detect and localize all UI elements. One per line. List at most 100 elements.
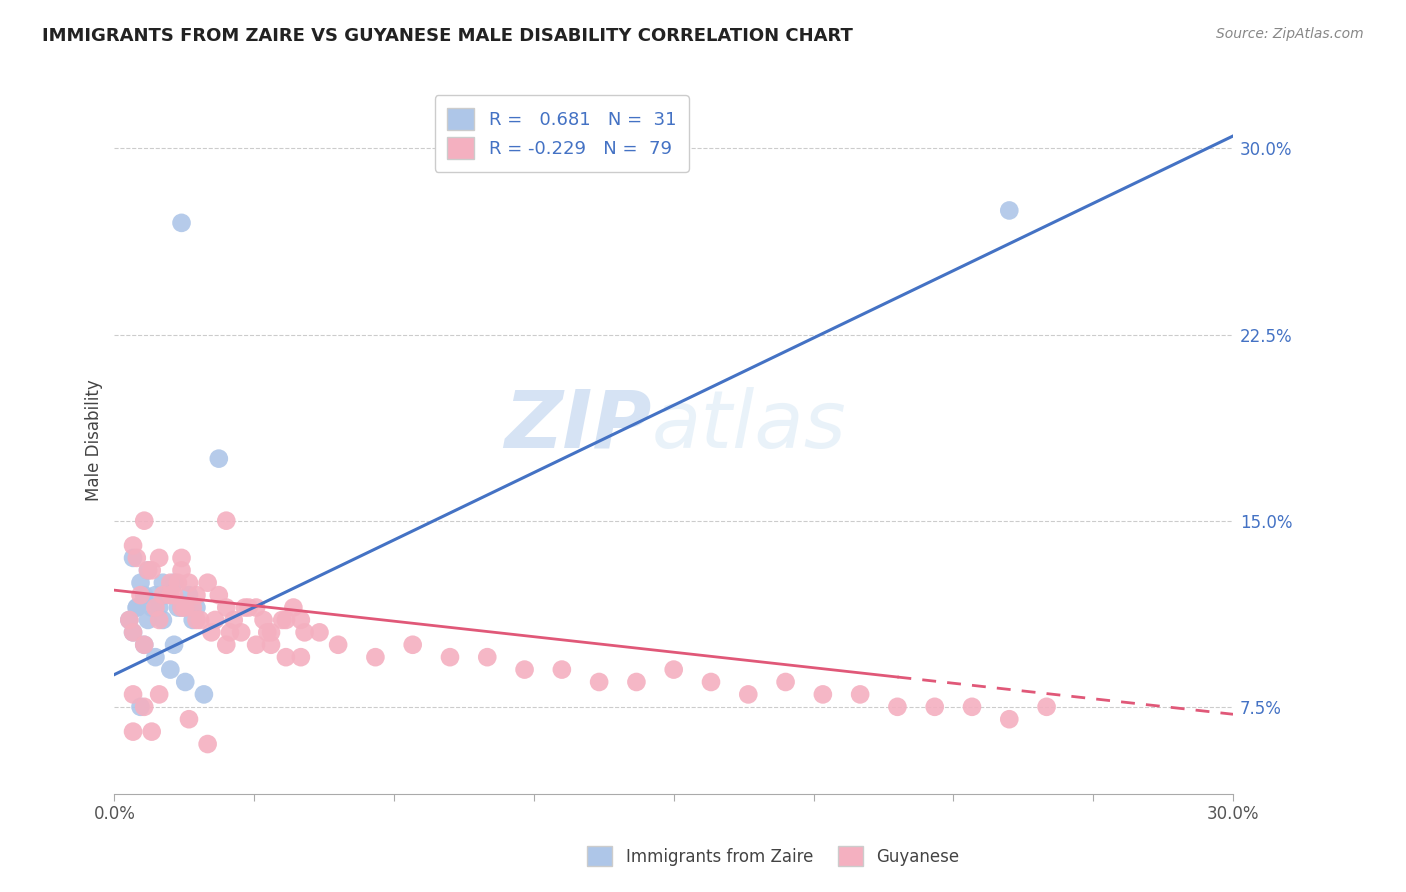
Point: [886, 699, 908, 714]
Point: [136, 563, 159, 577]
Point: [129, 575, 152, 590]
Point: [775, 675, 797, 690]
Point: [238, 600, 260, 615]
Point: [186, 613, 208, 627]
Point: [163, 638, 186, 652]
Point: [166, 575, 188, 590]
Point: [924, 699, 946, 714]
Point: [170, 600, 193, 615]
Point: [283, 600, 305, 615]
Point: [849, 687, 872, 701]
Point: [170, 563, 193, 577]
Text: atlas: atlas: [651, 387, 846, 465]
Point: [274, 650, 297, 665]
Point: [271, 613, 294, 627]
Point: [252, 613, 274, 627]
Point: [256, 625, 278, 640]
Point: [152, 613, 174, 627]
Text: Source: ZipAtlas.com: Source: ZipAtlas.com: [1216, 27, 1364, 41]
Point: [245, 600, 267, 615]
Point: [177, 712, 200, 726]
Point: [260, 625, 283, 640]
Legend: Immigrants from Zaire, Guyanese: Immigrants from Zaire, Guyanese: [579, 838, 967, 875]
Point: [181, 613, 204, 627]
Point: [159, 663, 181, 677]
Point: [136, 563, 159, 577]
Point: [439, 650, 461, 665]
Point: [145, 650, 167, 665]
Point: [177, 575, 200, 590]
Point: [148, 613, 170, 627]
Point: [166, 600, 188, 615]
Point: [129, 588, 152, 602]
Point: [998, 712, 1021, 726]
Point: [222, 613, 245, 627]
Point: [118, 613, 141, 627]
Point: [960, 699, 983, 714]
Point: [290, 650, 312, 665]
Point: [294, 625, 316, 640]
Point: [260, 638, 283, 652]
Point: [215, 514, 238, 528]
Point: [125, 600, 148, 615]
Point: [513, 663, 536, 677]
Point: [200, 625, 222, 640]
Point: [326, 638, 349, 652]
Point: [122, 539, 145, 553]
Point: [134, 699, 156, 714]
Point: [163, 575, 186, 590]
Point: [159, 588, 181, 602]
Point: [700, 675, 723, 690]
Point: [134, 638, 156, 652]
Point: [159, 575, 181, 590]
Point: [141, 563, 163, 577]
Point: [186, 600, 208, 615]
Y-axis label: Male Disability: Male Disability: [86, 379, 103, 501]
Point: [188, 613, 211, 627]
Point: [174, 675, 197, 690]
Point: [215, 600, 238, 615]
Text: ZIP: ZIP: [503, 387, 651, 465]
Point: [231, 625, 253, 640]
Point: [163, 588, 186, 602]
Point: [122, 625, 145, 640]
Point: [141, 600, 163, 615]
Point: [170, 550, 193, 565]
Point: [122, 687, 145, 701]
Point: [122, 724, 145, 739]
Point: [134, 514, 156, 528]
Point: [134, 588, 156, 602]
Point: [308, 625, 330, 640]
Point: [141, 724, 163, 739]
Point: [197, 737, 219, 751]
Point: [170, 600, 193, 615]
Point: [662, 663, 685, 677]
Point: [152, 588, 174, 602]
Point: [122, 625, 145, 640]
Point: [998, 203, 1021, 218]
Point: [233, 600, 256, 615]
Text: IMMIGRANTS FROM ZAIRE VS GUYANESE MALE DISABILITY CORRELATION CHART: IMMIGRANTS FROM ZAIRE VS GUYANESE MALE D…: [42, 27, 853, 45]
Point: [290, 613, 312, 627]
Point: [129, 699, 152, 714]
Point: [737, 687, 759, 701]
Point: [219, 625, 242, 640]
Point: [125, 600, 148, 615]
Point: [186, 588, 208, 602]
Point: [1035, 699, 1057, 714]
Point: [134, 638, 156, 652]
Point: [811, 687, 834, 701]
Point: [181, 600, 204, 615]
Point: [193, 687, 215, 701]
Point: [156, 588, 179, 602]
Point: [402, 638, 425, 652]
Point: [551, 663, 574, 677]
Point: [477, 650, 499, 665]
Point: [152, 575, 174, 590]
Point: [364, 650, 387, 665]
Point: [215, 638, 238, 652]
Point: [118, 613, 141, 627]
Point: [148, 687, 170, 701]
Point: [145, 600, 167, 615]
Point: [245, 638, 267, 652]
